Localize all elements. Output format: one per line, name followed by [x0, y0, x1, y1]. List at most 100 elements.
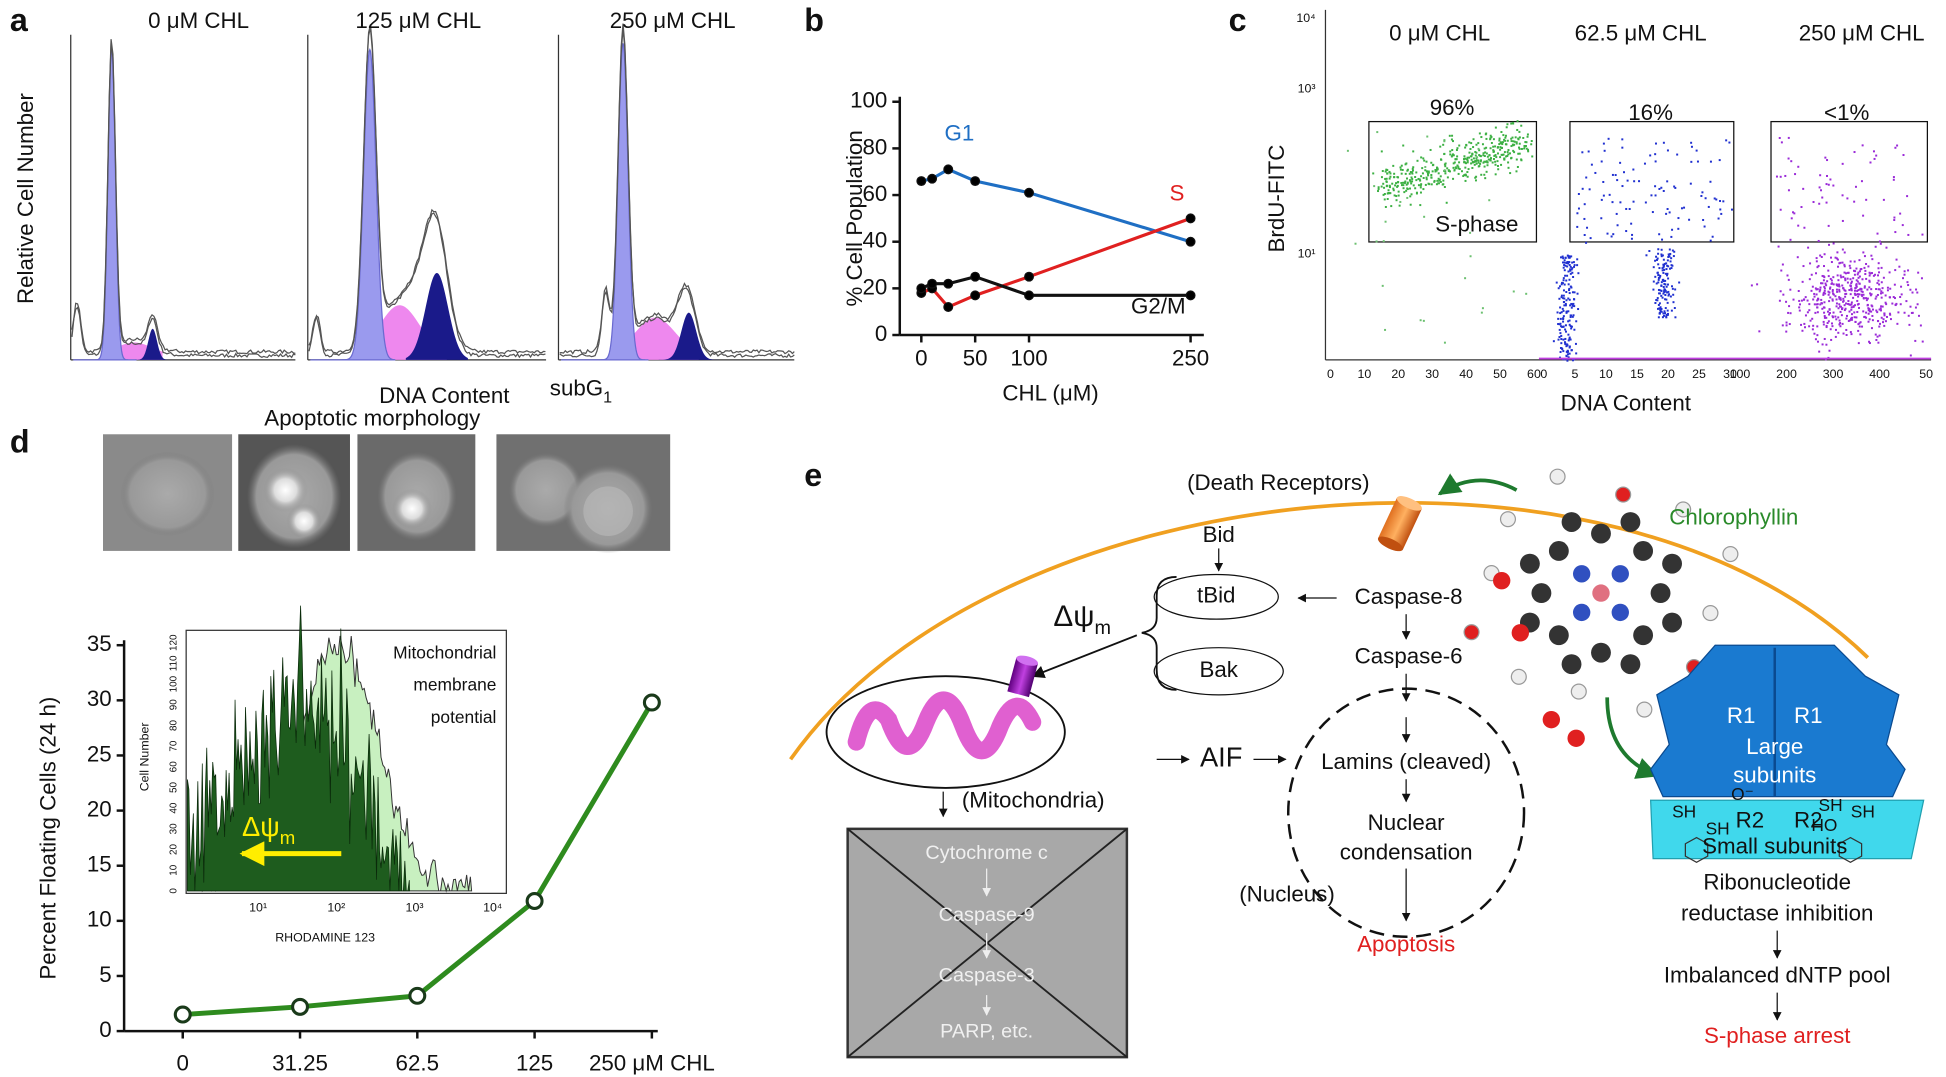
event — [1489, 137, 1492, 140]
event — [1797, 165, 1800, 168]
event — [1530, 143, 1533, 146]
event — [1452, 154, 1455, 157]
event — [1657, 248, 1660, 251]
marker — [1024, 290, 1034, 301]
event — [1452, 140, 1455, 143]
y-tick-label: 40 — [863, 228, 888, 253]
event — [1518, 130, 1521, 133]
event — [1861, 325, 1864, 328]
event — [1856, 289, 1859, 292]
event — [1455, 158, 1458, 161]
event — [1573, 264, 1576, 267]
event — [1403, 191, 1406, 194]
event — [1664, 307, 1667, 310]
y-tick-label: 0 — [99, 1017, 111, 1042]
event — [1850, 318, 1853, 321]
x-tick-label: 250 — [1172, 346, 1209, 371]
event — [1880, 292, 1882, 295]
event — [1385, 177, 1388, 180]
event — [1518, 147, 1521, 150]
event — [1825, 183, 1828, 186]
event — [1470, 158, 1473, 161]
event — [1860, 290, 1863, 293]
event — [1565, 310, 1568, 313]
event — [1577, 207, 1580, 210]
event — [1516, 165, 1519, 168]
event — [1477, 161, 1480, 164]
inset-y-tick-label: 10 — [168, 864, 179, 876]
event — [1775, 175, 1778, 178]
event — [1475, 159, 1478, 162]
event — [1836, 258, 1839, 261]
event — [1660, 186, 1663, 189]
gate-percent: 96% — [1430, 95, 1475, 120]
event — [1526, 133, 1529, 136]
event — [1864, 269, 1867, 272]
event — [1815, 303, 1818, 306]
event — [1797, 224, 1800, 227]
event — [1500, 141, 1503, 144]
atom — [1572, 603, 1591, 622]
label: Large — [1746, 734, 1803, 759]
event — [1808, 309, 1811, 312]
event — [1809, 262, 1812, 265]
atom — [1615, 486, 1632, 503]
event — [1907, 269, 1910, 272]
event — [1563, 259, 1566, 262]
event — [1835, 288, 1838, 291]
event — [1468, 141, 1471, 144]
event — [1409, 187, 1412, 190]
event — [1570, 268, 1573, 271]
receptor-top — [1396, 496, 1422, 511]
event — [1865, 299, 1868, 302]
event — [1857, 289, 1860, 292]
x-tick-label: 50 — [1919, 367, 1933, 381]
event — [1812, 298, 1815, 301]
event — [1485, 160, 1488, 163]
event — [1494, 154, 1497, 157]
event — [1894, 269, 1897, 272]
event — [1673, 185, 1676, 188]
event — [1570, 325, 1573, 328]
event — [1531, 155, 1534, 158]
event — [1862, 214, 1865, 217]
event — [1662, 292, 1665, 295]
event — [1688, 218, 1691, 221]
event — [1863, 285, 1866, 288]
event — [1868, 274, 1871, 277]
event — [1406, 182, 1409, 185]
event — [1503, 158, 1506, 161]
event — [1835, 257, 1838, 260]
event — [1415, 179, 1418, 182]
event — [1377, 186, 1380, 189]
event — [1662, 263, 1665, 266]
event — [1468, 151, 1471, 154]
event — [1437, 181, 1440, 184]
event — [1844, 307, 1847, 310]
event — [1816, 311, 1819, 314]
event — [1660, 253, 1663, 256]
event — [1875, 154, 1878, 157]
event — [1820, 298, 1823, 301]
event — [1786, 274, 1789, 277]
event — [1902, 277, 1905, 280]
event — [1850, 282, 1853, 285]
event — [1844, 279, 1847, 282]
event — [1515, 141, 1518, 144]
event — [1827, 293, 1830, 296]
event — [1854, 304, 1857, 307]
event — [1452, 166, 1455, 169]
event — [1500, 146, 1503, 149]
event — [1520, 159, 1523, 162]
event — [1621, 146, 1624, 149]
event — [1576, 225, 1579, 228]
event — [1834, 315, 1837, 318]
event — [1654, 142, 1657, 145]
event — [1457, 166, 1460, 169]
event — [1466, 175, 1469, 178]
event — [1812, 201, 1815, 204]
event — [1859, 333, 1862, 336]
event — [1816, 288, 1819, 291]
event — [1867, 265, 1870, 268]
event — [1880, 290, 1883, 293]
